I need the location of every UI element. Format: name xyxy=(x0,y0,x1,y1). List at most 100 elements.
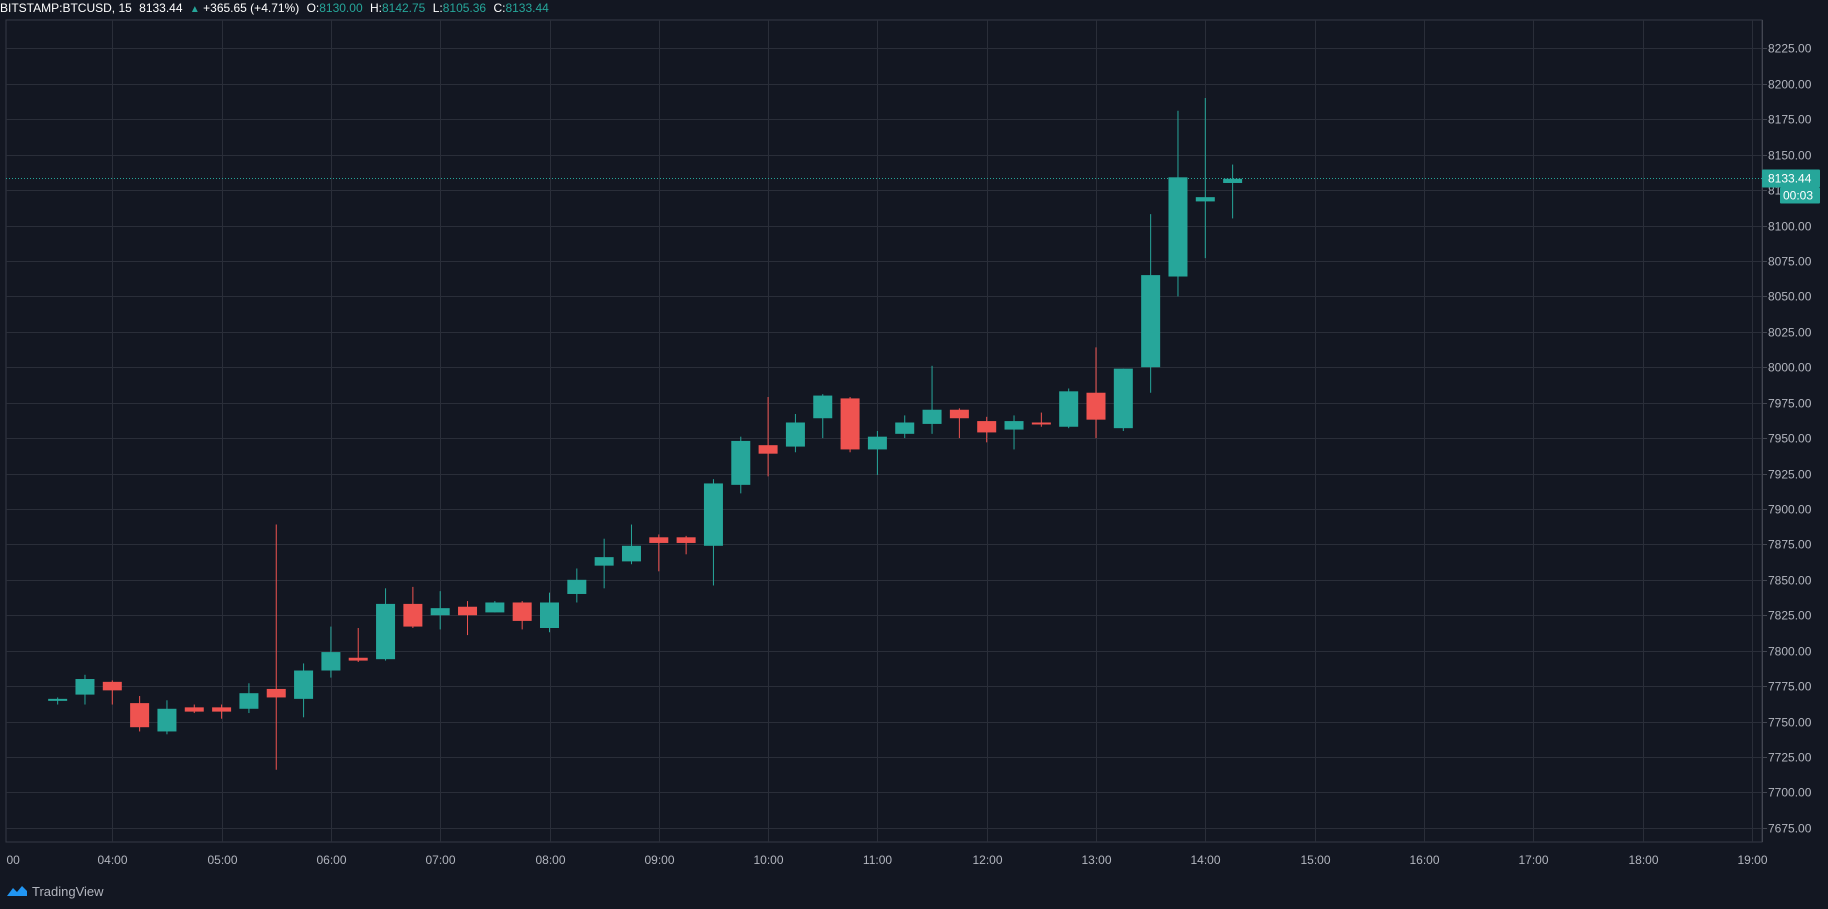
branding[interactable]: TradingView xyxy=(6,881,104,901)
candle-body xyxy=(840,398,860,450)
candle-body xyxy=(621,545,641,562)
candle-body xyxy=(430,608,450,616)
candle-body xyxy=(785,422,805,447)
open-label: O: xyxy=(306,1,320,15)
price-tick-label: 7700.00 xyxy=(1768,786,1812,800)
price-tick-label: 8225.00 xyxy=(1768,42,1812,56)
price-tick-label: 8200.00 xyxy=(1768,78,1812,92)
last-price: 8133.44 xyxy=(139,1,183,15)
symbol-legend: BITSTAMP:BTCUSD, 15 8133.44 ▲ +365.65 (+… xyxy=(0,0,549,16)
candle-body xyxy=(321,652,341,671)
candle xyxy=(403,586,423,628)
candle-body xyxy=(184,707,204,712)
time-tick-label: 13:00 xyxy=(1081,853,1111,867)
candle-body xyxy=(348,657,368,661)
candle-body xyxy=(922,409,942,424)
last-price-marker: 8133.44 00:03 xyxy=(6,169,1820,204)
candle xyxy=(567,568,587,603)
open-value: 8130.00 xyxy=(319,1,363,15)
candle xyxy=(703,479,723,586)
time-tick-label: 10:00 xyxy=(753,853,783,867)
candle xyxy=(813,394,833,439)
time-tick-label: 19:00 xyxy=(1737,853,1767,867)
price-tick-label: 7900.00 xyxy=(1768,503,1812,517)
price-tick-label: 8000.00 xyxy=(1768,361,1812,375)
time-tick-label: 05:00 xyxy=(207,853,237,867)
close-label: C: xyxy=(493,1,506,15)
candle xyxy=(785,413,805,453)
candle-body xyxy=(1031,422,1051,425)
candle-body xyxy=(1141,275,1161,368)
price-tick-label: 7825.00 xyxy=(1768,609,1812,623)
candle xyxy=(239,683,259,714)
price-tick-label: 7725.00 xyxy=(1768,751,1812,765)
candle-body xyxy=(1059,391,1079,427)
candle xyxy=(1195,97,1215,259)
candle xyxy=(1086,347,1106,439)
candle xyxy=(540,592,559,633)
price-axis[interactable]: 7675.00 7700.00 7725.00 7750.00 7775.00 7800.… xyxy=(1762,20,1812,842)
candle xyxy=(649,534,669,572)
candle xyxy=(348,627,368,663)
candle-body xyxy=(1168,177,1188,277)
candle xyxy=(294,663,314,718)
candle xyxy=(130,696,150,732)
candle xyxy=(1059,388,1079,429)
candle xyxy=(75,674,95,705)
candle-body xyxy=(703,483,723,546)
price-change: +365.65 (+4.71%) xyxy=(203,1,300,15)
candle xyxy=(184,704,204,714)
candle xyxy=(512,601,532,630)
price-tick-label: 8100.00 xyxy=(1768,220,1812,234)
candle xyxy=(594,538,614,589)
candle-body xyxy=(485,602,505,613)
high-label: H: xyxy=(369,1,382,15)
price-tick-label: 7750.00 xyxy=(1768,716,1812,730)
low-label: L: xyxy=(432,1,443,15)
candle xyxy=(922,365,942,434)
countdown-label: 00:03 xyxy=(1783,189,1813,203)
candle xyxy=(895,415,915,439)
candle-body xyxy=(48,698,68,701)
grid-lines xyxy=(5,19,1763,843)
time-tick-label: 08:00 xyxy=(535,853,565,867)
time-axis[interactable]: 00 04:00 05:00 06:00 07:00 08:00 09:00 10:00 11:… xyxy=(7,853,1768,867)
candle-body xyxy=(212,707,232,712)
candle xyxy=(266,524,286,770)
candle xyxy=(1168,110,1188,297)
candle xyxy=(867,431,887,475)
brand-name: TradingView xyxy=(32,883,104,899)
candle-body xyxy=(102,681,122,691)
high-value: 8142.75 xyxy=(381,1,426,15)
candle xyxy=(1004,415,1024,450)
candle xyxy=(212,704,232,719)
candle xyxy=(1113,368,1133,431)
candle-body xyxy=(512,602,532,621)
candle-body xyxy=(1113,368,1133,429)
candle-body xyxy=(567,579,587,594)
candle-body xyxy=(540,602,559,628)
candle-body xyxy=(594,557,614,566)
candle xyxy=(102,680,122,705)
candle-body xyxy=(1004,421,1024,430)
price-tick-label: 7975.00 xyxy=(1768,397,1812,411)
price-tick-label: 7800.00 xyxy=(1768,645,1812,659)
price-tick-label: 8175.00 xyxy=(1768,113,1812,127)
countdown-badge xyxy=(1780,187,1820,204)
candle xyxy=(949,408,969,439)
price-tick-label: 7950.00 xyxy=(1768,432,1812,446)
candle xyxy=(1223,164,1243,219)
candle-body xyxy=(239,693,259,709)
candle xyxy=(758,396,778,477)
time-tick-label: 06:00 xyxy=(316,853,346,867)
last-price-badge xyxy=(1762,169,1820,188)
candle-body xyxy=(376,603,396,660)
candle-body xyxy=(130,703,150,728)
candle-body xyxy=(758,445,778,454)
candle xyxy=(676,535,696,555)
candle xyxy=(840,396,860,453)
candle xyxy=(157,700,177,735)
time-tick-label: 15:00 xyxy=(1300,853,1330,867)
candle-body xyxy=(294,670,314,699)
